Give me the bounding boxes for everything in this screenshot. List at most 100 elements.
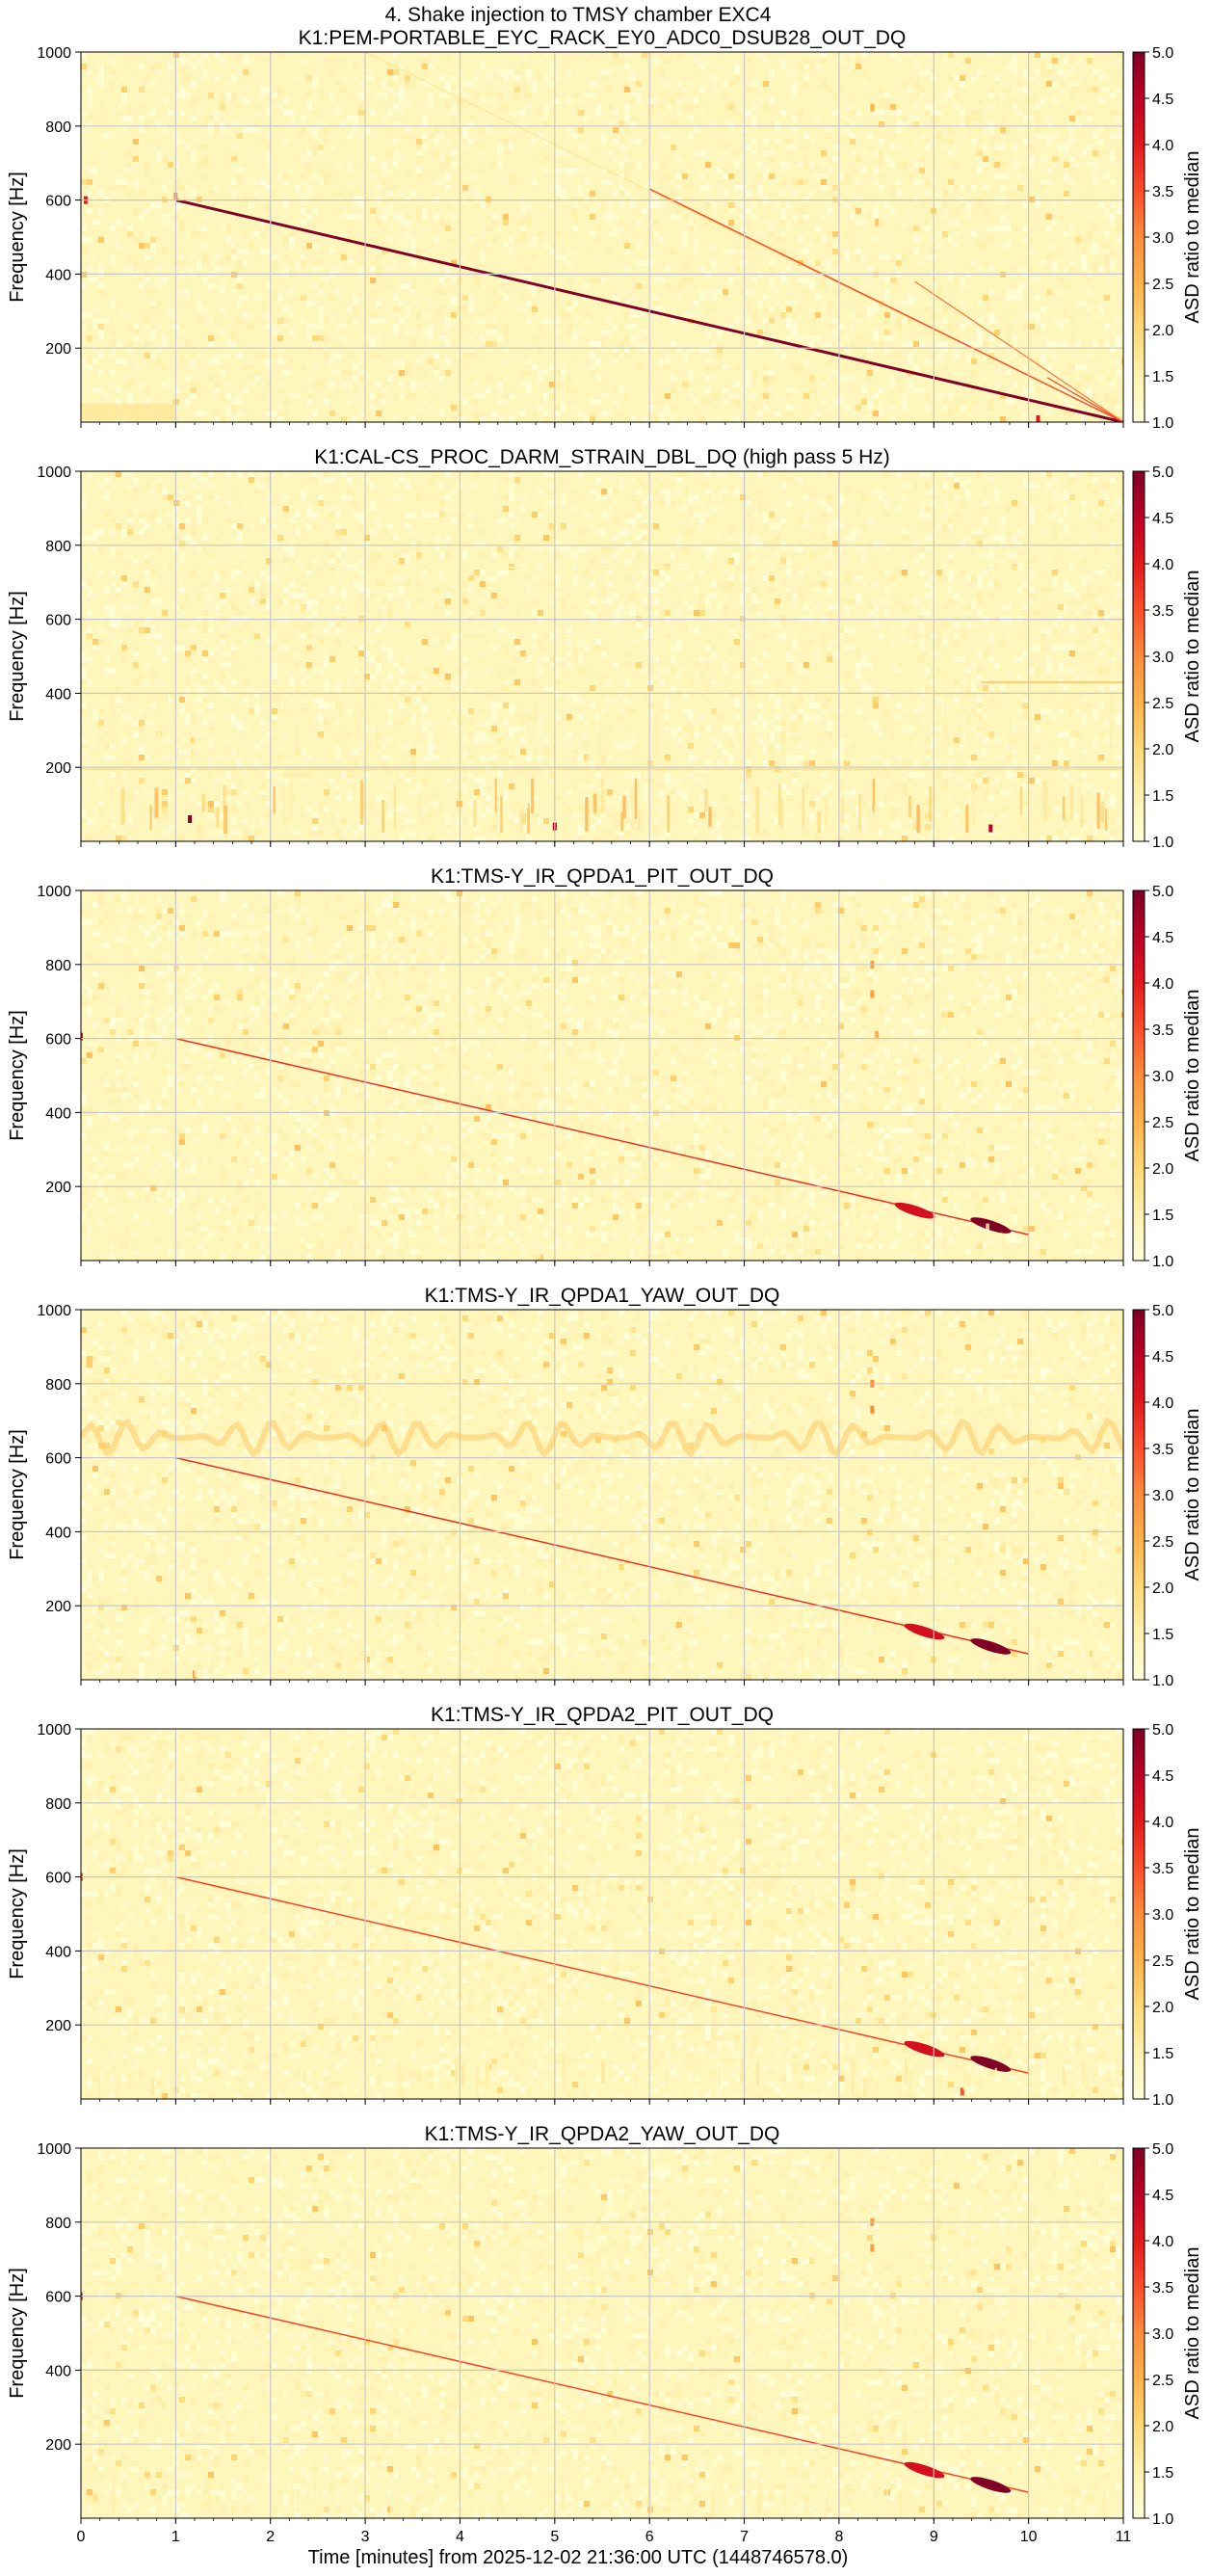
excess-stripe [95, 1247, 99, 1260]
x-tick-label: 6 [645, 2529, 654, 2545]
excess-stripe [163, 1235, 167, 1255]
excess-stripe [368, 722, 371, 757]
excess-stripe [295, 717, 300, 750]
excess-stripe [582, 1223, 586, 1252]
excess-stripe [344, 693, 347, 744]
excess-stripe [97, 2065, 101, 2096]
excess-stripe [959, 693, 963, 741]
excess-stripe [91, 1234, 93, 1251]
excess-stripe [1001, 1234, 1006, 1250]
excess-stripe [1100, 801, 1105, 823]
excess-stripe [112, 2497, 116, 2514]
excess-stripe [740, 2058, 744, 2085]
excess-stripe [393, 785, 396, 830]
excess-stripe [437, 789, 442, 813]
colorbar-tick-label: 4.5 [1152, 511, 1173, 527]
excess-stripe [286, 1655, 290, 1675]
excess-stripe [1085, 2073, 1089, 2091]
excess-stripe [545, 2484, 549, 2508]
x-tick-label: 7 [740, 2529, 749, 2545]
excess-stripe [1043, 780, 1047, 821]
x-tick-label: 5 [550, 2529, 559, 2545]
excess-blob [904, 2040, 945, 2058]
excess-stripe [317, 1223, 320, 1250]
colorbar-tick-label: 4.0 [1152, 1395, 1173, 1412]
excess-stripe [313, 2477, 317, 2505]
grid [81, 471, 1123, 841]
excess-stripe [585, 796, 589, 832]
excess-stripe [890, 717, 894, 747]
excess-stripe [667, 795, 670, 833]
excess-stripe [497, 1650, 501, 1671]
excess-stripe [1104, 809, 1108, 831]
y-tick-label: 800 [45, 1377, 71, 1394]
excess-stripe [1103, 1223, 1106, 1251]
x-tick-label: 2 [266, 2529, 275, 2545]
excess-stripe [665, 2063, 669, 2093]
excess-stripe [273, 785, 276, 813]
spectrogram-panel: K1:TMS-Y_IR_QPDA1_YAW_OUT_DQ 200 400 600 800… [7, 1285, 1203, 1689]
excess-stripe [531, 700, 535, 741]
colorbar-tick-label: 1.5 [1152, 2046, 1173, 2062]
y-tick-label: 200 [45, 760, 71, 777]
excess-stripe [772, 1647, 777, 1668]
plot-frame [80, 1309, 1124, 1681]
excess-stripe [303, 2070, 306, 2084]
colorbar-tick-label: 1.0 [1152, 1673, 1173, 1689]
excess-stripe [627, 2081, 631, 2093]
colorbar-tick-label: 2.5 [1152, 696, 1173, 712]
excess-stripe [631, 1642, 635, 1667]
excess-stripe [493, 1649, 497, 1670]
excess-stripe [313, 714, 318, 747]
plot-frame [80, 1728, 1124, 2100]
excess-stripe [288, 778, 293, 823]
excess-stripe [692, 2058, 697, 2087]
x-tick-label: 1 [171, 2529, 180, 2545]
colorbar-tick-label: 4.5 [1152, 92, 1173, 108]
excess-stripe [756, 2060, 759, 2087]
excess-stripe [208, 714, 211, 738]
grid [81, 1310, 1123, 1680]
excess-stripe [561, 2477, 565, 2510]
excess-band [81, 403, 176, 421]
colorbar-tick-label: 3.5 [1152, 603, 1173, 620]
excess-stripe [534, 1656, 537, 1671]
excess-stripe [836, 1231, 840, 1255]
excess-stripe [106, 785, 110, 830]
excess-stripe [498, 2488, 503, 2513]
colorbar-tick-label: 3.0 [1152, 1069, 1173, 1085]
excess-stripe [916, 805, 920, 834]
colorbar-label: ASD ratio to median [1182, 1409, 1203, 1581]
heatmap-features [81, 960, 1122, 1261]
grid [81, 1729, 1123, 2099]
excess-stripe [804, 1236, 808, 1257]
plot-frame [80, 51, 1124, 423]
excess-stripe [711, 2494, 715, 2518]
excess-stripe [1070, 2489, 1075, 2511]
excess-stripe [916, 1230, 921, 1252]
y-tick-label: 600 [45, 613, 71, 629]
excess-stripe [1086, 1643, 1091, 1672]
excess-stripe [436, 2496, 440, 2516]
y-axis-label: Frequency [Hz] [7, 172, 28, 303]
excess-stripe [282, 780, 285, 828]
excess-stripe [780, 798, 783, 831]
y-axis-label: Frequency [Hz] [7, 591, 28, 722]
colorbar-tick-label: 1.0 [1152, 1254, 1173, 1270]
excess-stripe [669, 693, 671, 753]
excess-stripe [759, 1642, 762, 1672]
excess-stripe [193, 2058, 196, 2084]
excess-stripe [1062, 796, 1066, 821]
colorbar-tick-label: 1.0 [1152, 835, 1173, 851]
excess-stripe [201, 794, 205, 812]
excess-stripe [858, 793, 861, 832]
excess-spot [81, 1032, 83, 1041]
excess-stripe [404, 1223, 408, 1248]
excess-stripe [519, 808, 523, 832]
y-tick-label: 200 [45, 1180, 71, 1196]
excess-stripe [390, 2486, 394, 2515]
excess-stripe [882, 702, 886, 758]
excess-stripe [588, 1642, 591, 1666]
colorbar-tick-label: 5.0 [1152, 45, 1173, 62]
y-tick-label: 1000 [37, 2141, 71, 2158]
